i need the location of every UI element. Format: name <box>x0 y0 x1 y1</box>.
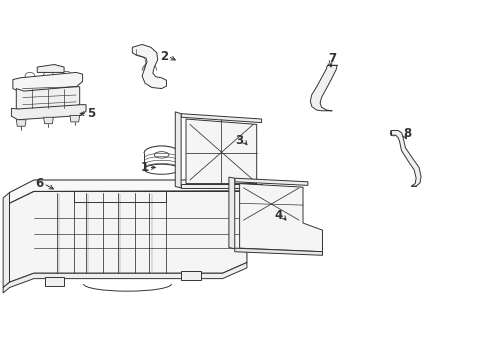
Polygon shape <box>234 248 322 255</box>
Polygon shape <box>181 114 261 123</box>
Polygon shape <box>390 131 420 186</box>
Polygon shape <box>246 223 259 241</box>
Polygon shape <box>234 178 307 185</box>
Polygon shape <box>16 120 26 126</box>
Text: 1: 1 <box>140 161 148 174</box>
Polygon shape <box>9 192 246 282</box>
Polygon shape <box>228 177 234 249</box>
Polygon shape <box>185 119 256 184</box>
Polygon shape <box>181 271 200 280</box>
Text: 2: 2 <box>160 50 168 63</box>
Text: 5: 5 <box>86 107 95 120</box>
Polygon shape <box>11 105 86 120</box>
Text: 6: 6 <box>36 177 44 190</box>
Polygon shape <box>132 44 166 89</box>
Polygon shape <box>175 112 181 188</box>
Polygon shape <box>16 87 80 113</box>
Polygon shape <box>3 262 246 293</box>
Text: 7: 7 <box>327 51 336 64</box>
Polygon shape <box>3 193 9 288</box>
Text: 8: 8 <box>403 127 411 140</box>
Polygon shape <box>310 65 336 111</box>
Text: 4: 4 <box>274 210 282 222</box>
Polygon shape <box>239 184 322 252</box>
Polygon shape <box>9 180 246 203</box>
Polygon shape <box>70 116 80 122</box>
Text: 3: 3 <box>235 134 243 147</box>
Polygon shape <box>13 72 82 92</box>
Polygon shape <box>43 117 53 124</box>
Polygon shape <box>44 277 64 286</box>
Polygon shape <box>181 184 261 188</box>
Polygon shape <box>37 64 64 72</box>
